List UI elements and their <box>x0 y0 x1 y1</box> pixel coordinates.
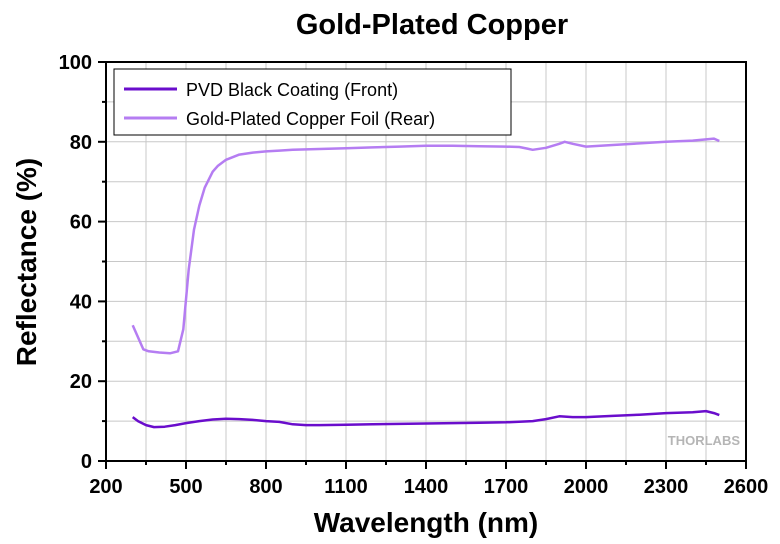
y-tick-label: 20 <box>70 371 92 393</box>
chart-title: Gold-Plated Copper <box>296 9 568 41</box>
x-tick-label: 1700 <box>484 476 529 498</box>
series-layer <box>131 137 720 429</box>
series-line-gold-plated-copper-foil <box>131 137 720 355</box>
legend-box <box>113 68 512 136</box>
legend-label-gold-foil: Gold-Plated Copper Foil (Rear) <box>186 109 435 129</box>
x-tick-label: 2300 <box>644 476 689 498</box>
legend-label-pvd-black: PVD Black Coating (Front) <box>186 80 398 100</box>
legend: PVD Black Coating (Front) Gold-Plated Co… <box>113 68 512 136</box>
x-axis-label: Wavelength (nm) <box>314 507 539 538</box>
y-tick-label: 40 <box>70 291 92 313</box>
x-tick-label: 1400 <box>404 476 449 498</box>
tick-layer: 200 500 800 1100 1400 1700 2000 2300 2600 0 20 40 60… <box>59 52 769 498</box>
x-tick-label: 800 <box>249 476 282 498</box>
x-tick-label: 1100 <box>324 476 367 498</box>
x-tick-label: 2600 <box>724 476 769 498</box>
y-axis-label: Reflectance (%) <box>11 158 42 367</box>
y-tick-label: 0 <box>81 451 92 473</box>
x-tick-label: 2000 <box>564 476 609 498</box>
series-line-pvd-black-coating <box>131 409 720 429</box>
y-tick-label: 80 <box>70 132 92 154</box>
x-tick-label: 200 <box>89 476 122 498</box>
thorlabs-watermark: THORLABS <box>668 433 741 448</box>
x-tick-label: 500 <box>169 476 202 498</box>
y-tick-label: 100 <box>59 52 92 74</box>
y-tick-label: 60 <box>70 212 92 234</box>
